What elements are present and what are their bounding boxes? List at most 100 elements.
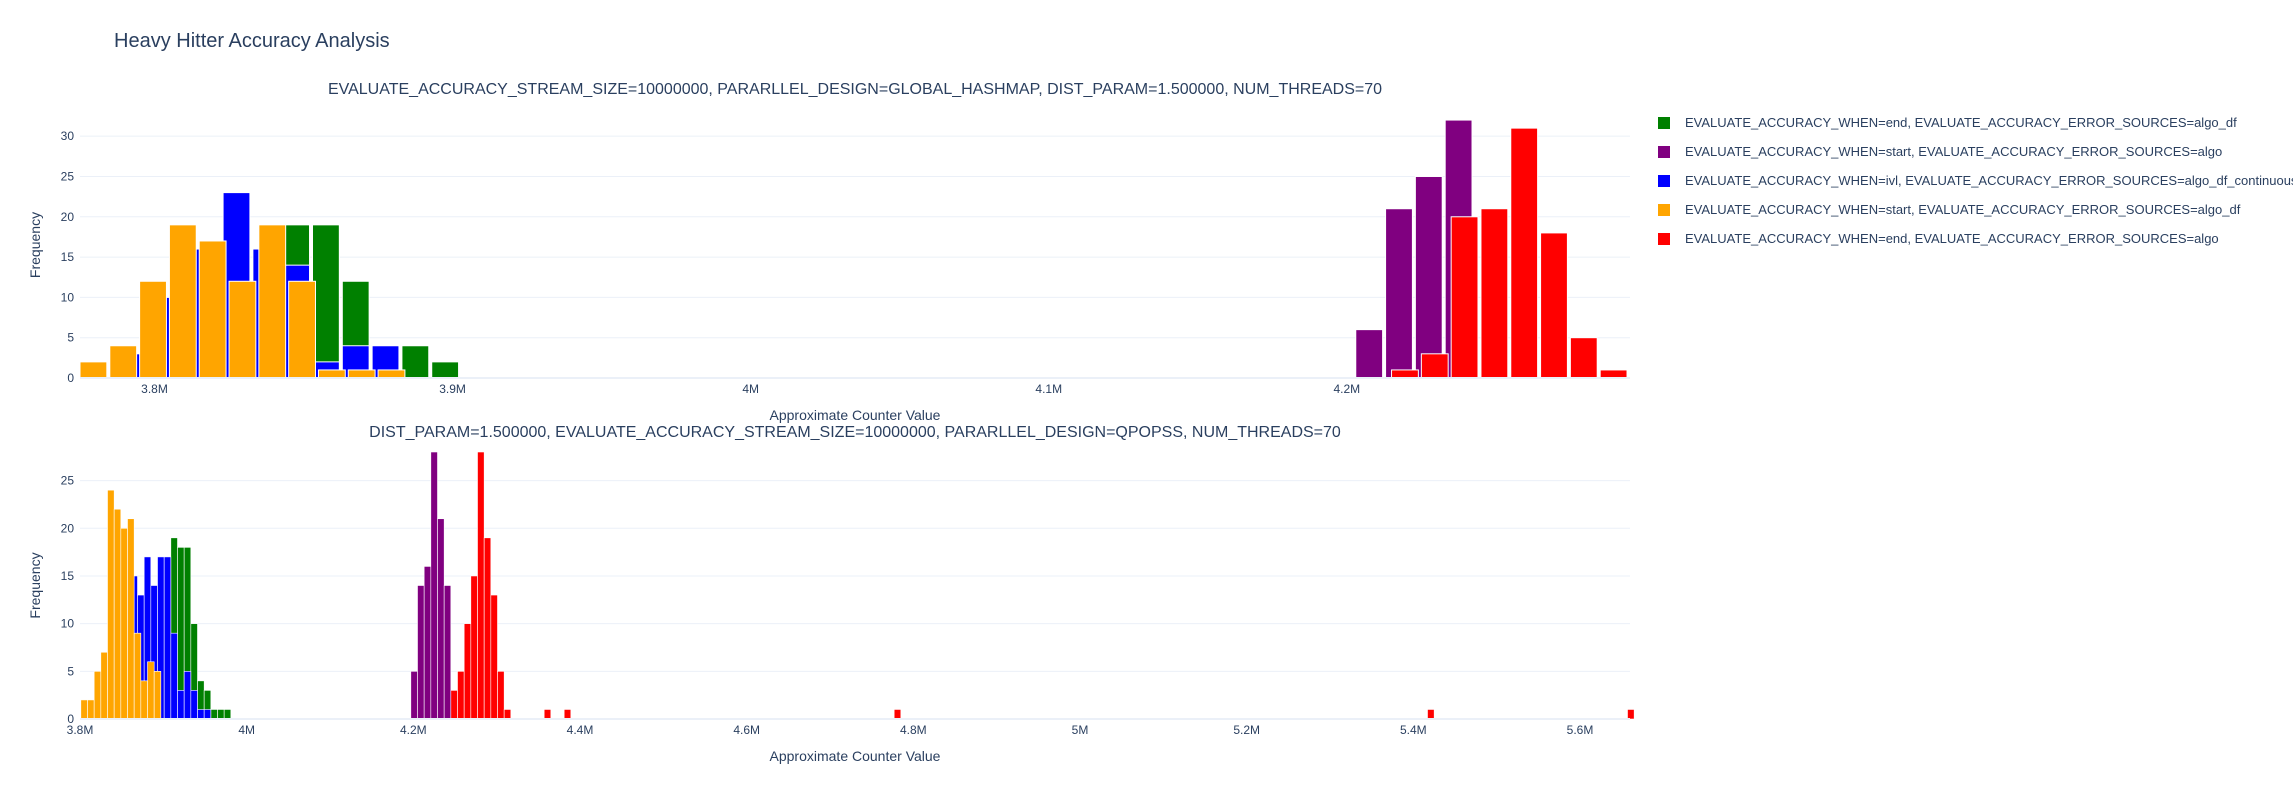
x-tick-label: 4M (238, 723, 255, 737)
histogram-bar (1540, 232, 1568, 379)
histogram-bar (423, 566, 432, 720)
histogram-bar (1420, 353, 1449, 379)
y-tick-label: 20 (61, 521, 75, 535)
x-tick-label: 4.8M (900, 723, 927, 737)
histogram-bar (497, 671, 505, 720)
histogram-bar (93, 671, 102, 720)
x-tick-label: 5.4M (1400, 723, 1427, 737)
histogram-bar (312, 224, 340, 379)
histogram-bar (430, 451, 438, 720)
y-tick-label: 20 (61, 210, 75, 224)
histogram-bar (139, 280, 167, 379)
y-axis-label: Frequency (27, 212, 43, 278)
y-tick-label: 25 (61, 169, 75, 183)
histogram-bar (217, 709, 225, 720)
legend-item-2[interactable]: EVALUATE_ACCURACY_WHEN=start, EVALUATE_A… (1658, 137, 2293, 166)
histogram-bar (100, 651, 108, 720)
legend-label: EVALUATE_ACCURACY_WHEN=start, EVALUATE_A… (1685, 202, 2241, 217)
histogram-bar (470, 575, 478, 720)
histogram-bar (80, 699, 88, 720)
histogram-bar (437, 518, 445, 720)
histogram-bar (457, 671, 465, 720)
legend-swatch (1658, 174, 1670, 187)
histogram-bar (183, 671, 192, 720)
histogram-bar (288, 280, 316, 379)
legend-swatch (1658, 203, 1670, 216)
y-tick-label: 15 (61, 569, 75, 583)
legend-item-1[interactable]: EVALUATE_ACCURACY_WHEN=end, EVALUATE_ACC… (1658, 108, 2293, 137)
y-tick-label: 30 (61, 129, 75, 143)
histogram-bar (1510, 127, 1539, 379)
histogram-bar (1414, 175, 1443, 379)
histogram-bar (1627, 709, 1635, 720)
x-axis-label: Approximate Counter Value (770, 748, 941, 764)
legend-label: EVALUATE_ACCURACY_WHEN=end, EVALUATE_ACC… (1685, 231, 2219, 246)
histogram-bar (113, 508, 122, 720)
histogram-bar (107, 489, 115, 720)
x-tick-label: 5.2M (1233, 723, 1260, 737)
histogram-bar (228, 280, 257, 379)
histogram-bar (450, 690, 458, 720)
histogram-bar (1355, 329, 1384, 379)
histogram-bar (168, 224, 197, 379)
x-tick-label: 4M (742, 382, 759, 396)
histogram-bar (140, 680, 148, 720)
x-tick-label: 4.2M (1333, 382, 1360, 396)
subplot-title: DIST_PARAM=1.500000, EVALUATE_ACCURACY_S… (369, 424, 1341, 441)
histogram-bar (417, 585, 425, 720)
x-tick-label: 4.1M (1035, 382, 1062, 396)
histogram-bar (147, 661, 155, 720)
histogram-bar (198, 240, 227, 379)
x-tick-label: 4.6M (733, 723, 760, 737)
x-tick-label: 3.8M (141, 382, 168, 396)
histogram-bar (153, 671, 162, 720)
histogram-bar (190, 690, 198, 720)
y-tick-label: 15 (61, 250, 75, 264)
histogram-bar (563, 709, 572, 720)
histogram-bar (127, 518, 135, 720)
histogram-bar (133, 632, 142, 720)
histogram-bar (177, 690, 185, 720)
histogram-bar (410, 671, 418, 720)
legend-swatch (1658, 232, 1670, 245)
histogram-bar (1569, 337, 1598, 379)
histogram-bar (1480, 208, 1509, 379)
histogram-bar (1599, 369, 1628, 379)
histogram-bar (170, 632, 178, 720)
histogram-bar (317, 369, 346, 379)
y-tick-label: 5 (67, 664, 74, 678)
histogram-bar (543, 709, 552, 720)
y-axis-label: Frequency (27, 552, 43, 618)
histogram-bar (503, 709, 512, 720)
histogram-bar (477, 451, 485, 720)
histogram-bar (347, 369, 376, 379)
histogram-bar (223, 709, 232, 720)
x-tick-label: 4.4M (567, 723, 594, 737)
y-tick-label: 0 (67, 712, 74, 726)
histogram-bar (1391, 369, 1419, 379)
histogram-bar (87, 699, 95, 720)
histogram-bar (490, 594, 498, 720)
histogram-bar (443, 585, 452, 720)
x-tick-label: 5M (1072, 723, 1089, 737)
legend-item-5[interactable]: EVALUATE_ACCURACY_WHEN=end, EVALUATE_ACC… (1658, 224, 2293, 253)
histogram-bar (109, 345, 138, 379)
histogram-bar (1427, 709, 1435, 720)
x-tick-label: 4.2M (400, 723, 427, 737)
y-tick-label: 0 (67, 371, 74, 385)
histogram-bar (483, 537, 492, 720)
y-tick-label: 10 (61, 290, 75, 304)
x-tick-label: 3.8M (67, 723, 94, 737)
histogram-bar (1385, 208, 1413, 379)
histogram-bar (210, 709, 218, 720)
legend: EVALUATE_ACCURACY_WHEN=end, EVALUATE_ACC… (1658, 108, 2293, 253)
histogram-bar (258, 224, 287, 379)
x-tick-label: 5.6M (1567, 723, 1594, 737)
histogram-bar (431, 361, 460, 379)
histogram-bar (401, 345, 430, 379)
histogram-bar (1450, 216, 1479, 379)
subplot-title: EVALUATE_ACCURACY_STREAM_SIZE=10000000, … (328, 81, 1382, 98)
legend-item-4[interactable]: EVALUATE_ACCURACY_WHEN=start, EVALUATE_A… (1658, 195, 2293, 224)
legend-item-3[interactable]: EVALUATE_ACCURACY_WHEN=ivl, EVALUATE_ACC… (1658, 166, 2293, 195)
